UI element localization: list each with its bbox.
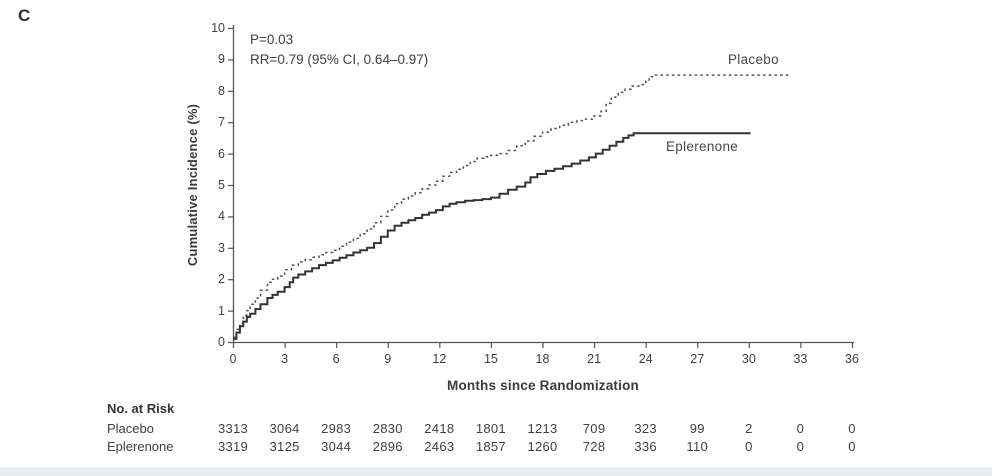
x-tick-label: 27 [690,352,705,366]
risk-value: 1857 [475,439,506,454]
relative-risk-text: RR=0.79 (95% CI, 0.64–0.97) [250,52,429,67]
risk-row-eplerenone: Eplerenone 3319 3125 3044 2896 2463 1857 1260 72… [0,439,992,455]
y-tick-label: 6 [218,146,225,161]
x-axis-title: Months since Randomization [447,378,639,393]
panel-label: C [18,6,31,25]
x-tick-label: 18 [535,352,550,366]
x-tick-label: 33 [793,352,808,366]
risk-value: 323 [634,421,657,436]
y-tick-label: 9 [218,52,225,67]
risk-value: 336 [634,439,657,454]
x-tick-label: 30 [741,352,756,366]
curve-label-eplerenone: Eplerenone [666,139,739,154]
risk-value: 99 [689,421,705,436]
y-tick-label: 10 [211,21,225,35]
curve-placebo [233,74,791,339]
risk-value: 709 [582,421,606,436]
risk-row-placebo: Placebo 3313 3064 2983 2830 2418 1801 1213 709 32… [0,421,992,437]
risk-value: 2830 [372,421,403,436]
risk-row-label: Eplerenone [107,439,174,454]
y-tick-label: 7 [218,115,225,130]
y-tick-label: 5 [218,178,225,192]
risk-row-label: Placebo [107,421,154,436]
risk-value: 3125 [269,439,300,454]
risk-table-title: No. at Risk [107,401,175,416]
x-tick-label: 12 [432,352,447,366]
risk-value: 3044 [321,439,352,454]
y-tick-label: 8 [218,83,225,98]
risk-value: 3064 [269,421,300,436]
risk-value: 0 [848,421,856,436]
risk-value: 2463 [424,439,455,454]
y-tick-label: 4 [218,209,225,224]
x-tick-label: 15 [483,352,498,366]
risk-value: 728 [582,439,606,454]
risk-value: 2896 [372,439,403,454]
risk-value: 1260 [527,439,558,454]
risk-value: 0 [796,439,805,454]
x-tick-label: 0 [229,352,237,366]
x-tick-label: 9 [384,352,392,366]
y-tick-label: 3 [218,240,225,255]
curve-eplerenone [233,132,751,340]
risk-value: 3319 [217,439,249,454]
bottom-divider-bar [0,467,992,476]
y-tick-label: 0 [218,335,225,349]
curve-label-placebo: Placebo [728,52,779,67]
risk-value: 2983 [321,421,352,436]
risk-value: 110 [686,439,709,454]
stats-annotation: P=0.03 RR=0.79 (95% CI, 0.64–0.97) [250,30,428,70]
x-tick-label: 21 [587,352,602,366]
risk-value: 0 [796,421,805,436]
x-tick-label: 3 [281,352,289,366]
risk-value: 1801 [475,421,506,436]
y-tick-label: 2 [218,272,225,287]
risk-value: 0 [745,439,753,454]
y-tick-label: 1 [218,303,225,318]
p-value-text: P=0.03 [250,32,294,47]
risk-value: 1213 [527,421,558,436]
risk-value: 0 [848,439,856,454]
risk-value: 2418 [424,421,455,436]
x-tick-label: 6 [332,352,340,366]
x-tick-label: 36 [845,352,859,366]
risk-value: 2 [745,421,753,436]
risk-value: 3313 [217,421,249,436]
x-tick-label: 24 [638,352,653,366]
